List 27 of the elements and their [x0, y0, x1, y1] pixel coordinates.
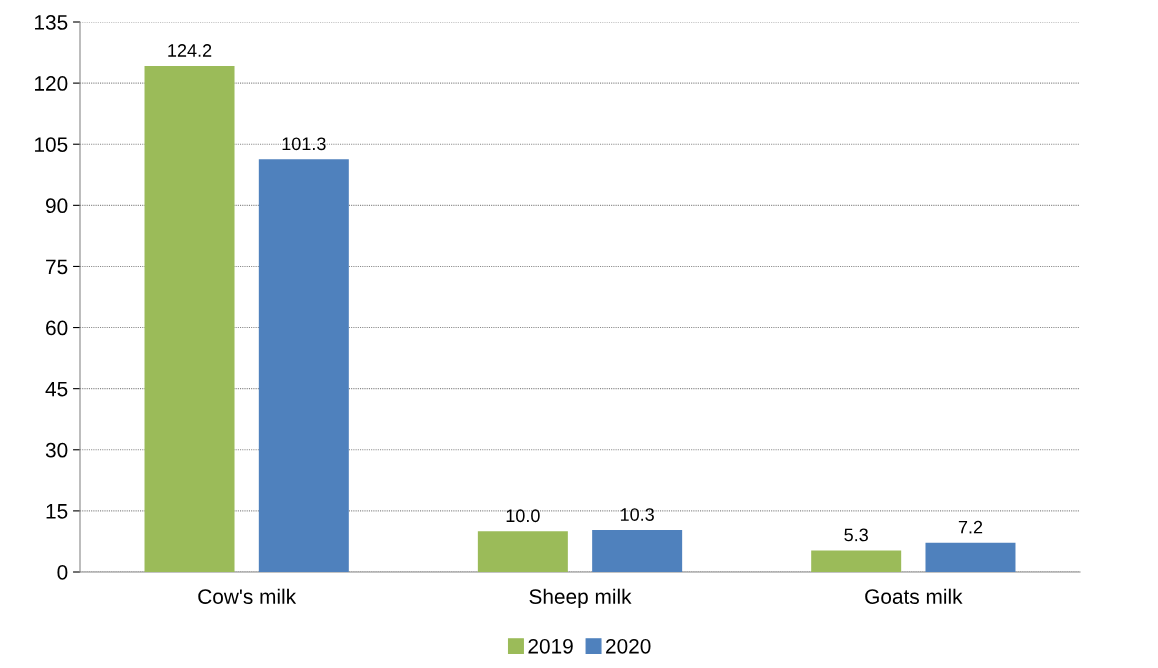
bar — [925, 542, 1016, 572]
y-tick-label: 0 — [57, 565, 68, 580]
y-tick-label: 30 — [45, 442, 68, 458]
y-tick-label: 120 — [35, 76, 68, 91]
y-tick-label: 135 — [35, 15, 68, 30]
data-label: 10.0 — [506, 509, 540, 523]
data-label: 101.3 — [282, 137, 326, 151]
bar — [144, 66, 235, 572]
data-label: 5.3 — [844, 528, 868, 542]
data-label: 124.2 — [168, 44, 212, 57]
y-tick-label: 75 — [46, 259, 68, 275]
x-tick-label: Cow's milk — [198, 588, 297, 604]
data-label: 10.3 — [620, 508, 654, 521]
bar — [477, 531, 568, 572]
y-tick-label: 60 — [46, 320, 68, 336]
legend-label: 2020 — [606, 638, 651, 654]
legend-label: 2019 — [528, 638, 573, 654]
bar — [811, 550, 902, 572]
y-tick-label: 105 — [35, 137, 68, 152]
y-tick-label: 45 — [45, 381, 68, 397]
x-tick-label: Goats milk — [865, 588, 963, 604]
y-tick-label: 15 — [46, 504, 68, 519]
data-label: 7.2 — [958, 520, 983, 534]
x-tick-label: Sheep milk — [529, 588, 632, 609]
bar — [592, 530, 683, 572]
y-tick-label: 90 — [46, 198, 68, 214]
bar — [258, 159, 349, 572]
